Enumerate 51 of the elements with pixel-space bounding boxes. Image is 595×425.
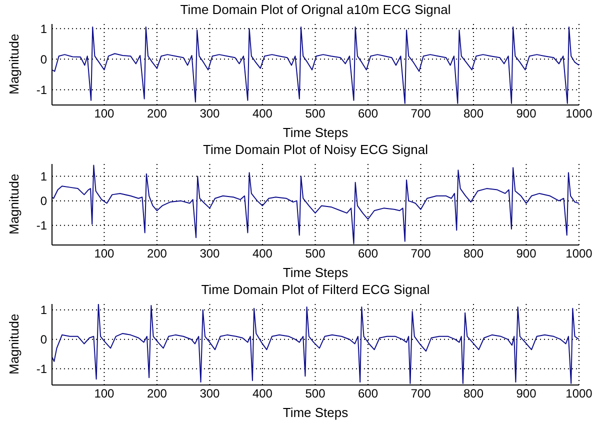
x-tick-label: 300 xyxy=(200,386,220,401)
x-tick-label: 100 xyxy=(94,386,115,401)
x-tick-label: 500 xyxy=(305,386,326,401)
x-tick-label: 1000 xyxy=(566,386,593,401)
x-tick-label: 900 xyxy=(516,386,537,401)
y-tick-label: 0 xyxy=(40,194,48,208)
x-tick-label: 900 xyxy=(516,246,537,261)
x-tick-label: 800 xyxy=(463,246,484,261)
line-series xyxy=(52,26,579,104)
x-tick-label: 1000 xyxy=(566,246,593,261)
chart-title: Time Domain Plot of Filterd ECG Signal xyxy=(200,282,431,297)
x-tick-label: 100 xyxy=(94,106,115,121)
x-tick-label: 600 xyxy=(358,386,378,401)
y-tick-label: 1 xyxy=(40,22,48,36)
line-series xyxy=(52,304,579,384)
x-tick-label: 400 xyxy=(252,386,273,401)
x-tick-label: 300 xyxy=(200,246,220,261)
x-tick-label: 400 xyxy=(252,106,273,121)
x-tick-label: 300 xyxy=(200,106,220,121)
y-axis-title: Magnitude xyxy=(6,174,22,234)
y-tick-label: 1 xyxy=(40,170,48,184)
y-tick-label: -1 xyxy=(36,82,48,97)
x-tick-label: 700 xyxy=(410,246,432,261)
x-tick-label: 400 xyxy=(252,246,273,261)
x-tick-label: 600 xyxy=(358,106,378,121)
x-tick-label: 200 xyxy=(146,246,168,261)
x-tick-label: 700 xyxy=(410,106,432,121)
x-axis-title: Time Steps xyxy=(282,125,349,140)
x-axis-title: Time Steps xyxy=(282,405,349,420)
chart-title: Time Domain Plot of Noisy ECG Signal xyxy=(202,142,429,157)
x-tick-label: 500 xyxy=(305,106,326,121)
y-axis-title: Magnitude xyxy=(6,314,22,374)
line-series xyxy=(52,164,579,244)
x-tick-label: 500 xyxy=(305,246,326,261)
x-tick-label: 800 xyxy=(463,106,484,121)
y-tick-label: -1 xyxy=(36,218,48,233)
x-tick-label: 1000 xyxy=(566,106,593,121)
x-axis-title: Time Steps xyxy=(282,265,349,280)
x-tick-label: 700 xyxy=(410,386,432,401)
chart-title: Time Domain Plot of Orignal a10m ECG Signal xyxy=(179,2,452,17)
y-axis-title: Magnitude xyxy=(6,34,22,94)
x-tick-label: 200 xyxy=(146,106,168,121)
x-tick-label: 100 xyxy=(94,246,115,261)
y-tick-label: -1 xyxy=(36,362,48,376)
y-tick-label: 0 xyxy=(40,52,48,66)
y-tick-label: 0 xyxy=(40,332,48,347)
y-tick-label: 1 xyxy=(40,303,48,318)
x-tick-label: 800 xyxy=(463,386,484,401)
x-tick-label: 200 xyxy=(146,386,168,401)
x-tick-label: 600 xyxy=(358,246,378,261)
x-tick-label: 900 xyxy=(516,106,537,121)
